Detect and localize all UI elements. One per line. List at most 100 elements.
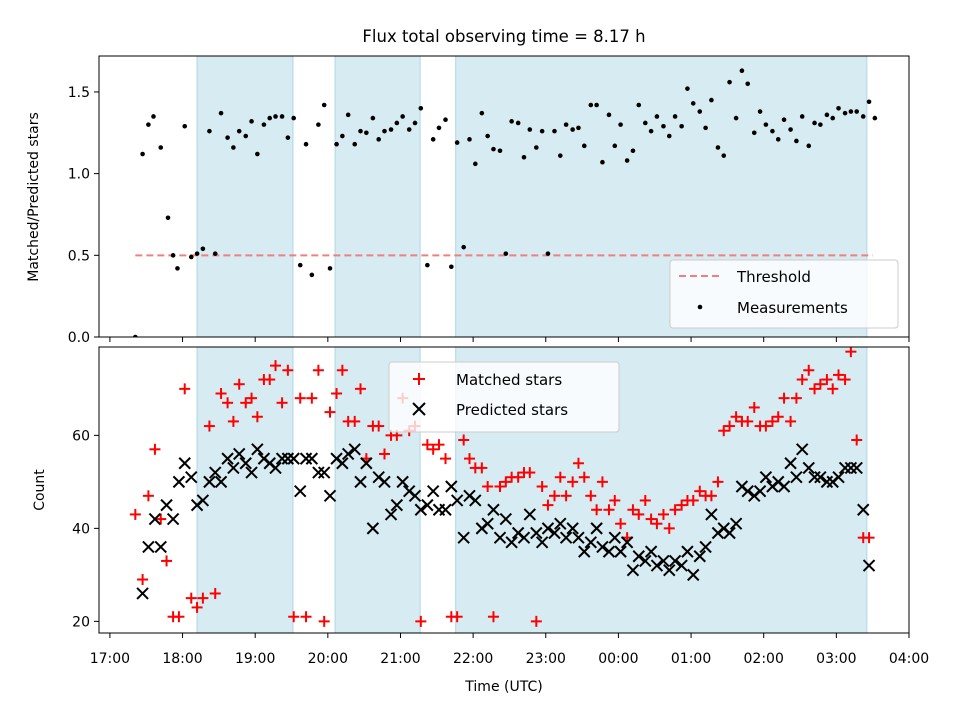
matched-star-point: [609, 494, 621, 506]
measurement-point: [618, 122, 623, 127]
measurement-point: [297, 262, 303, 268]
matched-star-point: [288, 611, 300, 623]
matched-star-point: [324, 406, 336, 418]
matched-stars-points: [129, 347, 875, 627]
measurement-point: [624, 158, 630, 163]
matched-star-point: [851, 434, 863, 446]
x-tick-label: 23:00: [526, 651, 566, 667]
predicted-star-point: [705, 508, 718, 521]
measurement-point: [376, 137, 381, 142]
matched-star-point: [264, 374, 276, 386]
matched-star-point: [336, 364, 348, 376]
matched-star-point: [657, 508, 669, 520]
measurement-point: [249, 119, 254, 124]
measurement-point: [182, 123, 188, 129]
measurement-point: [430, 137, 436, 142]
measurement-point: [279, 114, 285, 119]
matched-star-point: [766, 415, 778, 427]
predicted-star-point: [305, 452, 319, 465]
predicted-star-point: [590, 522, 603, 535]
matched-star-point: [645, 513, 657, 525]
measurement-point: [454, 140, 460, 145]
y-tick-label: 1.5: [68, 85, 90, 101]
predicted-star-point: [221, 452, 234, 465]
matched-star-point: [500, 476, 512, 488]
x-tick-label: 01:00: [671, 651, 711, 667]
measurement-point: [503, 251, 509, 256]
predicted-star-point: [808, 471, 821, 484]
measurement-point: [151, 114, 156, 119]
predicted-star-point: [554, 517, 567, 530]
measurements-legend-label: Measurements: [737, 299, 848, 317]
predicted-star-point: [777, 480, 791, 493]
predicted-star-point: [196, 494, 210, 507]
predicted-star-point: [166, 512, 180, 526]
matched-star-point: [572, 457, 584, 469]
matched-star-point: [705, 490, 717, 502]
matched-star-point: [306, 392, 318, 404]
measurements-legend-swatch: [697, 304, 703, 310]
predicted-star-point: [559, 531, 573, 544]
predicted-star-point: [390, 498, 404, 512]
measurement-point: [412, 120, 418, 126]
bottom-shaded-interval-2: [455, 347, 868, 633]
predicted-star-point: [336, 457, 349, 470]
predicted-star-point: [312, 466, 325, 479]
measurement-point: [854, 109, 859, 114]
measurement-point: [207, 128, 212, 134]
matched-star-point: [530, 615, 542, 627]
matched-star-point: [633, 508, 645, 520]
measurement-point: [751, 130, 757, 136]
predicted-star-point: [142, 540, 155, 554]
measurement-point: [327, 266, 333, 271]
measurement-point: [340, 133, 345, 139]
matched-star-point: [596, 476, 608, 488]
measurement-point: [642, 120, 648, 126]
measurement-point: [225, 135, 230, 140]
measurement-point: [679, 123, 684, 129]
measurement-point: [830, 115, 836, 121]
matched-star-point: [548, 490, 560, 502]
predicted-star-point: [802, 461, 815, 475]
x-tick-label: 22:00: [453, 651, 493, 667]
matched-legend-label: Matched stars: [456, 371, 562, 389]
measurement-point: [303, 141, 309, 147]
predicted-star-point: [675, 559, 688, 572]
predicted-legend-label: Predicted stars: [456, 401, 568, 419]
matched-star-point: [760, 420, 772, 432]
matched-star-point: [718, 425, 730, 437]
matched-star-point: [276, 397, 288, 409]
measurement-point: [170, 253, 176, 258]
predicted-star-point: [832, 471, 845, 484]
x-tick-label: 00:00: [598, 651, 638, 667]
measurement-point: [661, 123, 666, 129]
x-tick-label: 19:00: [235, 651, 275, 667]
matched-star-point: [585, 490, 597, 502]
predicted-star-point: [857, 503, 870, 516]
measurement-point: [188, 254, 194, 260]
measurement-point: [352, 141, 358, 147]
predicted-star-point: [584, 536, 598, 549]
matched-star-point: [796, 374, 808, 386]
predicted-star-point: [602, 545, 616, 558]
measurement-point: [866, 99, 872, 105]
measurement-point: [727, 79, 732, 85]
matched-star-point: [591, 504, 603, 516]
predicted-star-point: [450, 494, 464, 507]
matched-star-point: [427, 443, 439, 455]
matched-star-point: [476, 462, 488, 474]
measurement-point: [612, 143, 618, 149]
threshold-legend-label: Threshold: [736, 268, 811, 286]
matched-star-point: [724, 420, 736, 432]
matched-star-point: [463, 453, 475, 465]
matched-star-point: [821, 374, 833, 386]
measurement-point: [261, 122, 267, 127]
predicted-legend-swatch: [412, 402, 426, 416]
predicted-star-point: [160, 498, 173, 512]
predicted-star-point: [572, 531, 585, 544]
predicted-star-point: [287, 452, 300, 465]
predicted-star-point: [481, 517, 494, 530]
predicted-star-point: [136, 587, 149, 600]
predicted-star-point: [862, 559, 876, 572]
